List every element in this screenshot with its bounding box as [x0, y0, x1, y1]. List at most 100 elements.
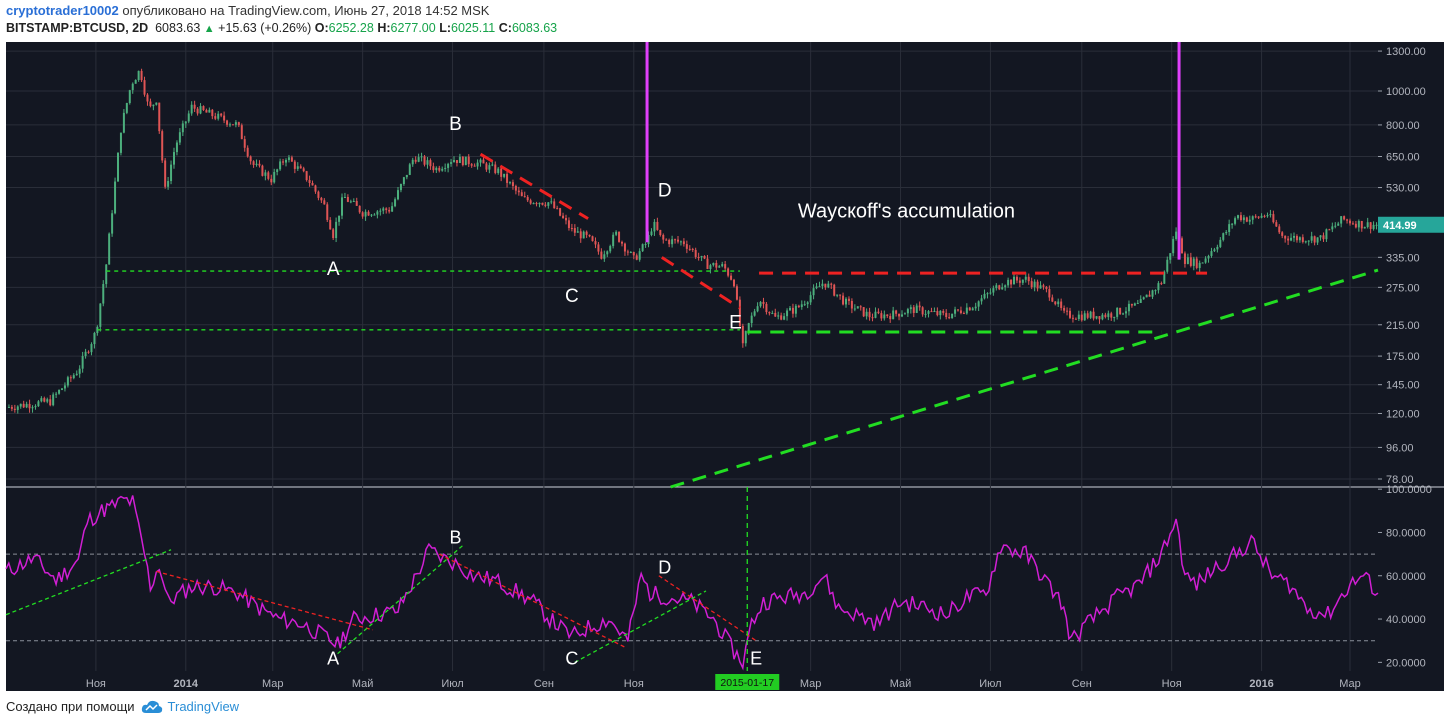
- candle-body: [1295, 235, 1298, 241]
- candle-body: [202, 106, 205, 111]
- candle-body: [883, 314, 886, 319]
- candle-body: [305, 171, 308, 181]
- price-tick-label: 530.00: [1386, 183, 1420, 195]
- tradingview-label: TradingView: [167, 699, 240, 714]
- candle-body: [815, 286, 818, 289]
- candle-body: [1069, 310, 1071, 318]
- candle-body: [553, 201, 556, 209]
- candle-body: [240, 125, 243, 140]
- candle-body: [859, 306, 862, 308]
- candle-body: [173, 152, 175, 165]
- candle-body: [290, 157, 293, 162]
- candle-body: [164, 160, 167, 187]
- cursor-date-tag: [715, 674, 780, 690]
- candle-body: [794, 305, 797, 314]
- candle-body: [335, 221, 338, 239]
- candle-body: [349, 201, 352, 203]
- candle-body: [258, 163, 261, 166]
- candle-body: [146, 94, 149, 102]
- candles: [7, 68, 1378, 414]
- time-tick-label: Ноя: [1162, 678, 1182, 690]
- candle-body: [789, 307, 791, 311]
- candle-body: [924, 313, 927, 315]
- candle-body: [1130, 303, 1133, 306]
- candle-body: [812, 288, 815, 296]
- candle-body: [573, 228, 576, 233]
- candle-body: [824, 283, 827, 288]
- candle-body: [1222, 233, 1225, 240]
- candle-body: [656, 221, 659, 230]
- candle-body: [28, 403, 31, 409]
- candle-body: [1231, 223, 1234, 225]
- candle-body: [264, 172, 267, 176]
- candle-body: [1346, 219, 1349, 221]
- candle-body: [653, 221, 656, 232]
- candle-body: [677, 239, 679, 242]
- candle-body: [738, 299, 741, 326]
- candle-body: [933, 311, 936, 313]
- candle-body: [338, 215, 341, 222]
- candle-body: [37, 401, 40, 407]
- candle-body: [895, 310, 898, 314]
- candle-body: [780, 315, 783, 320]
- candle-body: [579, 231, 582, 239]
- candle-body: [1018, 280, 1021, 283]
- candle-body: [724, 264, 727, 269]
- candle-body: [1372, 224, 1375, 229]
- time-tick-label: Сен: [534, 678, 554, 690]
- candle-body: [718, 266, 721, 268]
- candle-body: [727, 268, 730, 276]
- tradingview-link[interactable]: TradingView: [141, 699, 240, 714]
- candle-body: [1015, 276, 1018, 281]
- candle-body: [827, 283, 830, 288]
- osc-tick-label: 40.0000: [1386, 614, 1426, 626]
- candle-body: [1322, 235, 1325, 240]
- time-tick-label: Июл: [441, 678, 463, 690]
- candle-body: [1183, 253, 1186, 264]
- candle-body: [46, 399, 49, 402]
- candle-body: [641, 244, 644, 252]
- candle-body: [382, 208, 385, 211]
- candle-body: [1251, 216, 1254, 220]
- candle-body: [420, 156, 423, 158]
- candle-body: [1160, 283, 1163, 285]
- candle-body: [149, 101, 152, 107]
- candle-body: [635, 255, 638, 260]
- candle-body: [1349, 220, 1351, 224]
- candle-body: [293, 161, 296, 169]
- candle-body: [538, 202, 541, 205]
- candle-body: [942, 310, 945, 313]
- author-link[interactable]: cryptotrader10002: [6, 3, 119, 18]
- candle-body: [1189, 257, 1192, 266]
- osc-green-trendline: [5, 549, 172, 616]
- candle-body: [1275, 222, 1278, 227]
- close-label: C:: [498, 21, 512, 35]
- last-price: 6083.63: [155, 21, 201, 35]
- candle-body: [806, 302, 809, 305]
- candle-body: [296, 166, 299, 169]
- wave-label: A: [327, 259, 340, 280]
- footer: Создано при помощи TradingView: [6, 699, 239, 714]
- candle-body: [461, 156, 464, 166]
- candle-body: [385, 208, 388, 210]
- candle-body: [417, 157, 420, 162]
- candle-body: [821, 283, 824, 287]
- candle-body: [995, 285, 998, 289]
- candle-body: [541, 202, 544, 205]
- candle-body: [1163, 271, 1166, 284]
- candle-body: [1033, 281, 1036, 288]
- candle-body: [285, 159, 287, 163]
- candle-body: [178, 132, 181, 143]
- candle-body: [865, 311, 868, 317]
- candle-body: [1116, 307, 1119, 317]
- candle-body: [444, 167, 447, 169]
- candle-body: [691, 248, 694, 250]
- candle-body: [582, 231, 585, 239]
- candle-body: [886, 314, 889, 317]
- candle-body: [441, 168, 444, 171]
- candle-body: [405, 174, 408, 178]
- low-value: 6025.11: [451, 21, 496, 35]
- candle-body: [532, 203, 535, 205]
- candle-body: [880, 313, 883, 319]
